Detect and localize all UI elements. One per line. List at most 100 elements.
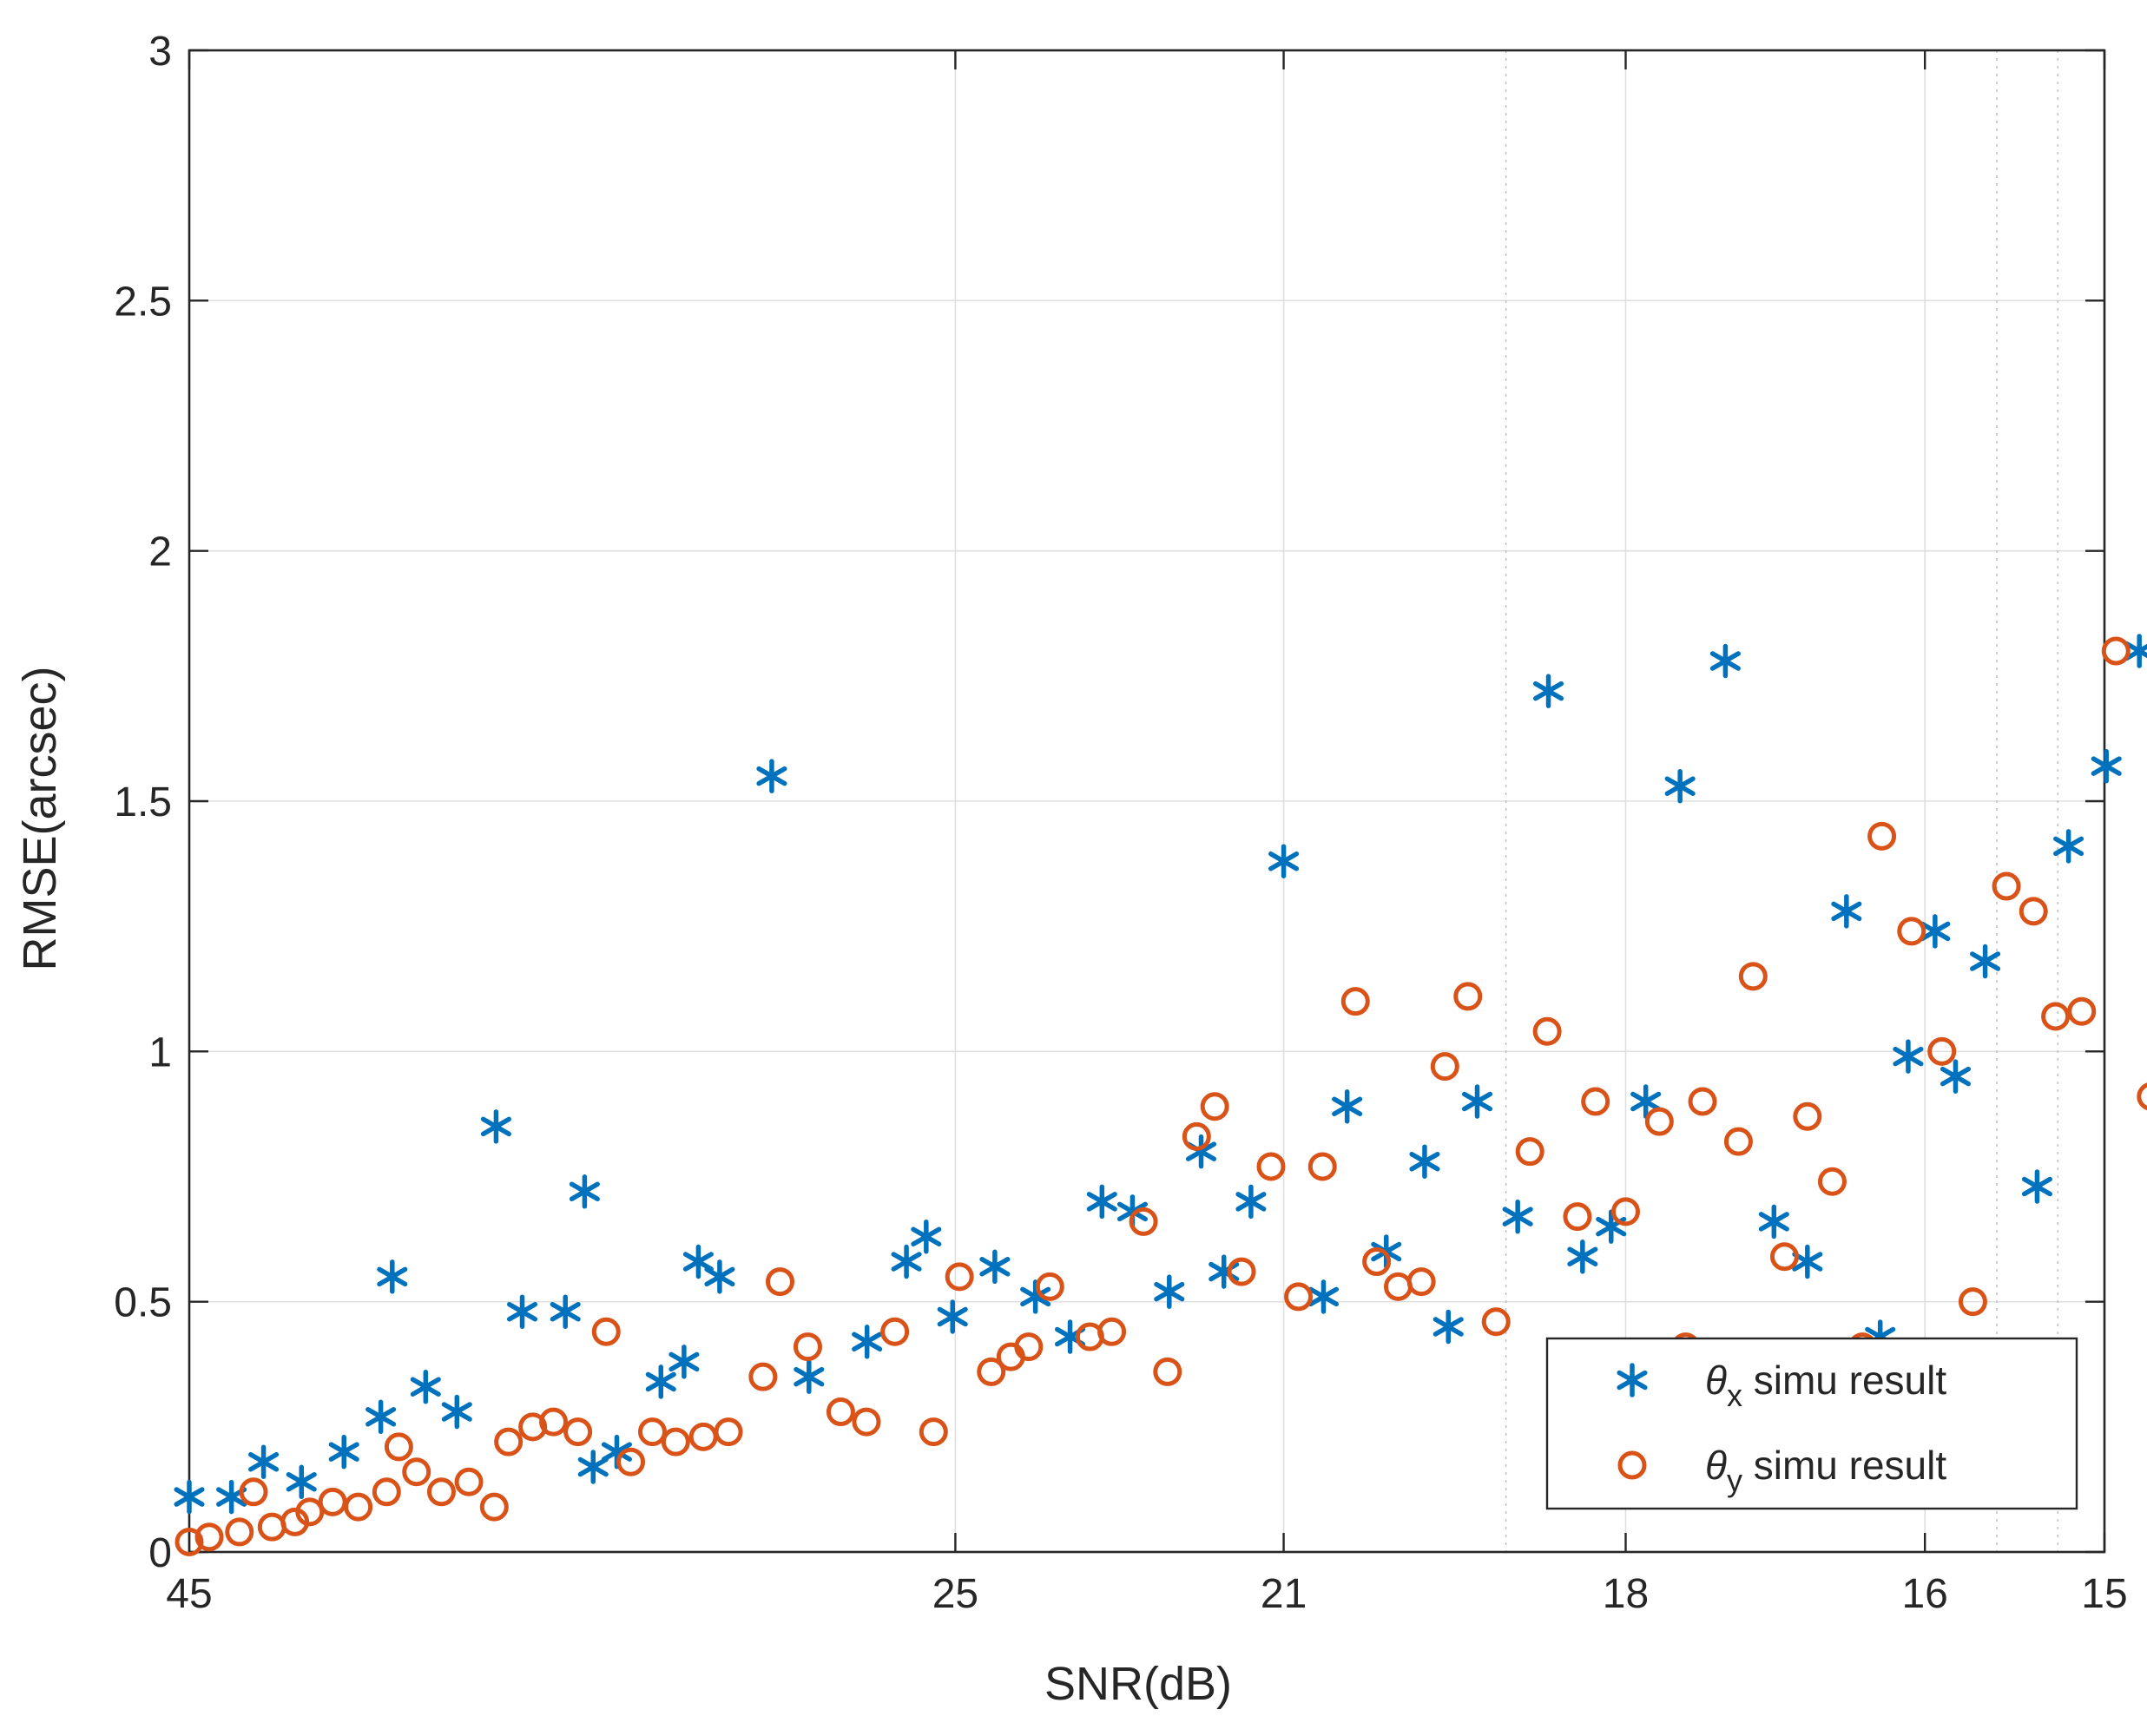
data-point-circle (1793, 1101, 1822, 1131)
x-tick-label: 16 (1901, 1571, 1947, 1617)
data-point-asterisk (891, 1244, 922, 1279)
data-point-asterisk (794, 1359, 825, 1394)
legend-marker-asterisk (1617, 1363, 1648, 1397)
data-point-asterisk (569, 1174, 600, 1209)
data-point-asterisk (366, 1399, 397, 1435)
data-point-circle (2137, 1082, 2147, 1111)
data-point-asterisk (645, 1364, 676, 1399)
data-point-circle (426, 1477, 456, 1507)
data-point-circle (1256, 1152, 1286, 1181)
data-point-circle (1227, 1257, 1256, 1286)
data-point-circle (2101, 636, 2131, 666)
data-point-circle (1817, 1167, 1847, 1196)
data-point-circle (714, 1417, 743, 1447)
x-tick-label: 25 (932, 1571, 978, 1617)
data-point-asterisk (1567, 1240, 1598, 1274)
data-point-asterisk (1086, 1184, 1117, 1220)
data-point-circle (454, 1467, 484, 1496)
data-point-circle (637, 1417, 667, 1447)
data-point-asterisk (937, 1299, 968, 1334)
data-point-asterisk (852, 1325, 883, 1359)
data-point-circle (2067, 996, 2097, 1026)
data-point-circle (1430, 1052, 1459, 1082)
data-point-circle (1129, 1207, 1158, 1236)
data-point-circle (1644, 1107, 1674, 1136)
data-point-asterisk (911, 1219, 942, 1254)
data-point-asterisk (1307, 1279, 1340, 1314)
data-point-circle (1307, 1152, 1337, 1181)
data-point-circle (1362, 1247, 1392, 1277)
data-point-circle (1182, 1121, 1211, 1151)
y-tick-label: 1.5 (114, 779, 172, 825)
y-axis-label: RMSE(arcsec) (14, 666, 66, 970)
data-point-circle (318, 1487, 347, 1516)
series-1 (174, 634, 2147, 1515)
data-point-asterisk (668, 1345, 700, 1379)
data-point-asterisk (1630, 1084, 1662, 1119)
data-point-asterisk (1893, 1039, 1924, 1074)
data-point-asterisk (377, 1259, 408, 1294)
data-point-circle (1153, 1357, 1182, 1386)
data-point-circle (591, 1317, 621, 1346)
x-tick-label: 15 (2081, 1571, 2127, 1617)
data-point-asterisk (1020, 1279, 1051, 1314)
axes-layer: 0 0.5 1 1.5 2 2.5 3 45 25 21 18 16 15 (114, 29, 2127, 1617)
data-point-asterisk (1332, 1089, 1363, 1124)
data-point-circle (1927, 1036, 1957, 1066)
data-point-circle (1611, 1197, 1640, 1226)
data-point-circle (1532, 1016, 1562, 1046)
data-point-asterisk (1792, 1244, 1823, 1279)
data-point-asterisk (480, 1109, 511, 1144)
data-point-asterisk (1533, 674, 1564, 708)
data-point-asterisk (979, 1249, 1011, 1285)
data-point-circle (1453, 982, 1483, 1011)
data-point-circle (1406, 1267, 1436, 1297)
data-point-asterisk (441, 1394, 472, 1430)
x-tick-label: 45 (166, 1571, 212, 1617)
data-point-circle (852, 1407, 881, 1437)
data-point-asterisk (2091, 748, 2122, 784)
legend-entry-label: θx simu result (1705, 1358, 1946, 1413)
data-point-asterisk (756, 759, 787, 793)
y-tick-label: 2.5 (114, 279, 172, 325)
data-point-circle (402, 1457, 431, 1487)
data-point-asterisk (1432, 1309, 1464, 1345)
data-point-circle (1014, 1332, 1044, 1362)
grid-layer (189, 50, 2104, 1552)
data-point-circle (563, 1417, 593, 1447)
data-point-circle (977, 1357, 1006, 1386)
y-tick-label: 0.5 (114, 1280, 172, 1326)
data-point-circle (239, 1477, 268, 1507)
x-tick-label: 21 (1261, 1571, 1307, 1617)
data-point-asterisk (1154, 1274, 1185, 1309)
data-point-asterisk (174, 1479, 205, 1515)
data-point-asterisk (286, 1464, 317, 1500)
data-point-asterisk (1831, 894, 1862, 929)
data-point-circle (344, 1492, 373, 1522)
x-tick-label: 18 (1603, 1571, 1649, 1617)
data-point-circle (384, 1432, 413, 1462)
data-point-circle (1035, 1272, 1064, 1301)
y-tick-label: 3 (148, 29, 172, 75)
data-point-asterisk (1664, 768, 1696, 804)
data-point-asterisk (1758, 1204, 1789, 1240)
data-point-asterisk (1970, 944, 2001, 979)
data-point-circle (748, 1362, 778, 1391)
data-point-circle (225, 1517, 254, 1547)
data-point-asterisk (1940, 1059, 1972, 1094)
data-point-circle (494, 1427, 524, 1457)
data-point-circle (880, 1317, 910, 1346)
data-point-asterisk (1461, 1084, 1493, 1119)
data-point-circle (1200, 1092, 1229, 1121)
data-point-circle (1097, 1317, 1127, 1346)
x-axis-label: SNR(dB) (1044, 1658, 1232, 1710)
data-point-asterisk (550, 1294, 581, 1329)
data-point-circle (1992, 871, 2021, 901)
data-point-circle (1284, 1282, 1314, 1312)
data-point-circle (766, 1267, 795, 1297)
y-tick-label: 0 (148, 1530, 172, 1576)
data-point-circle (1958, 1287, 1987, 1317)
data-point-asterisk (1709, 643, 1741, 679)
data-point-circle (616, 1447, 646, 1476)
